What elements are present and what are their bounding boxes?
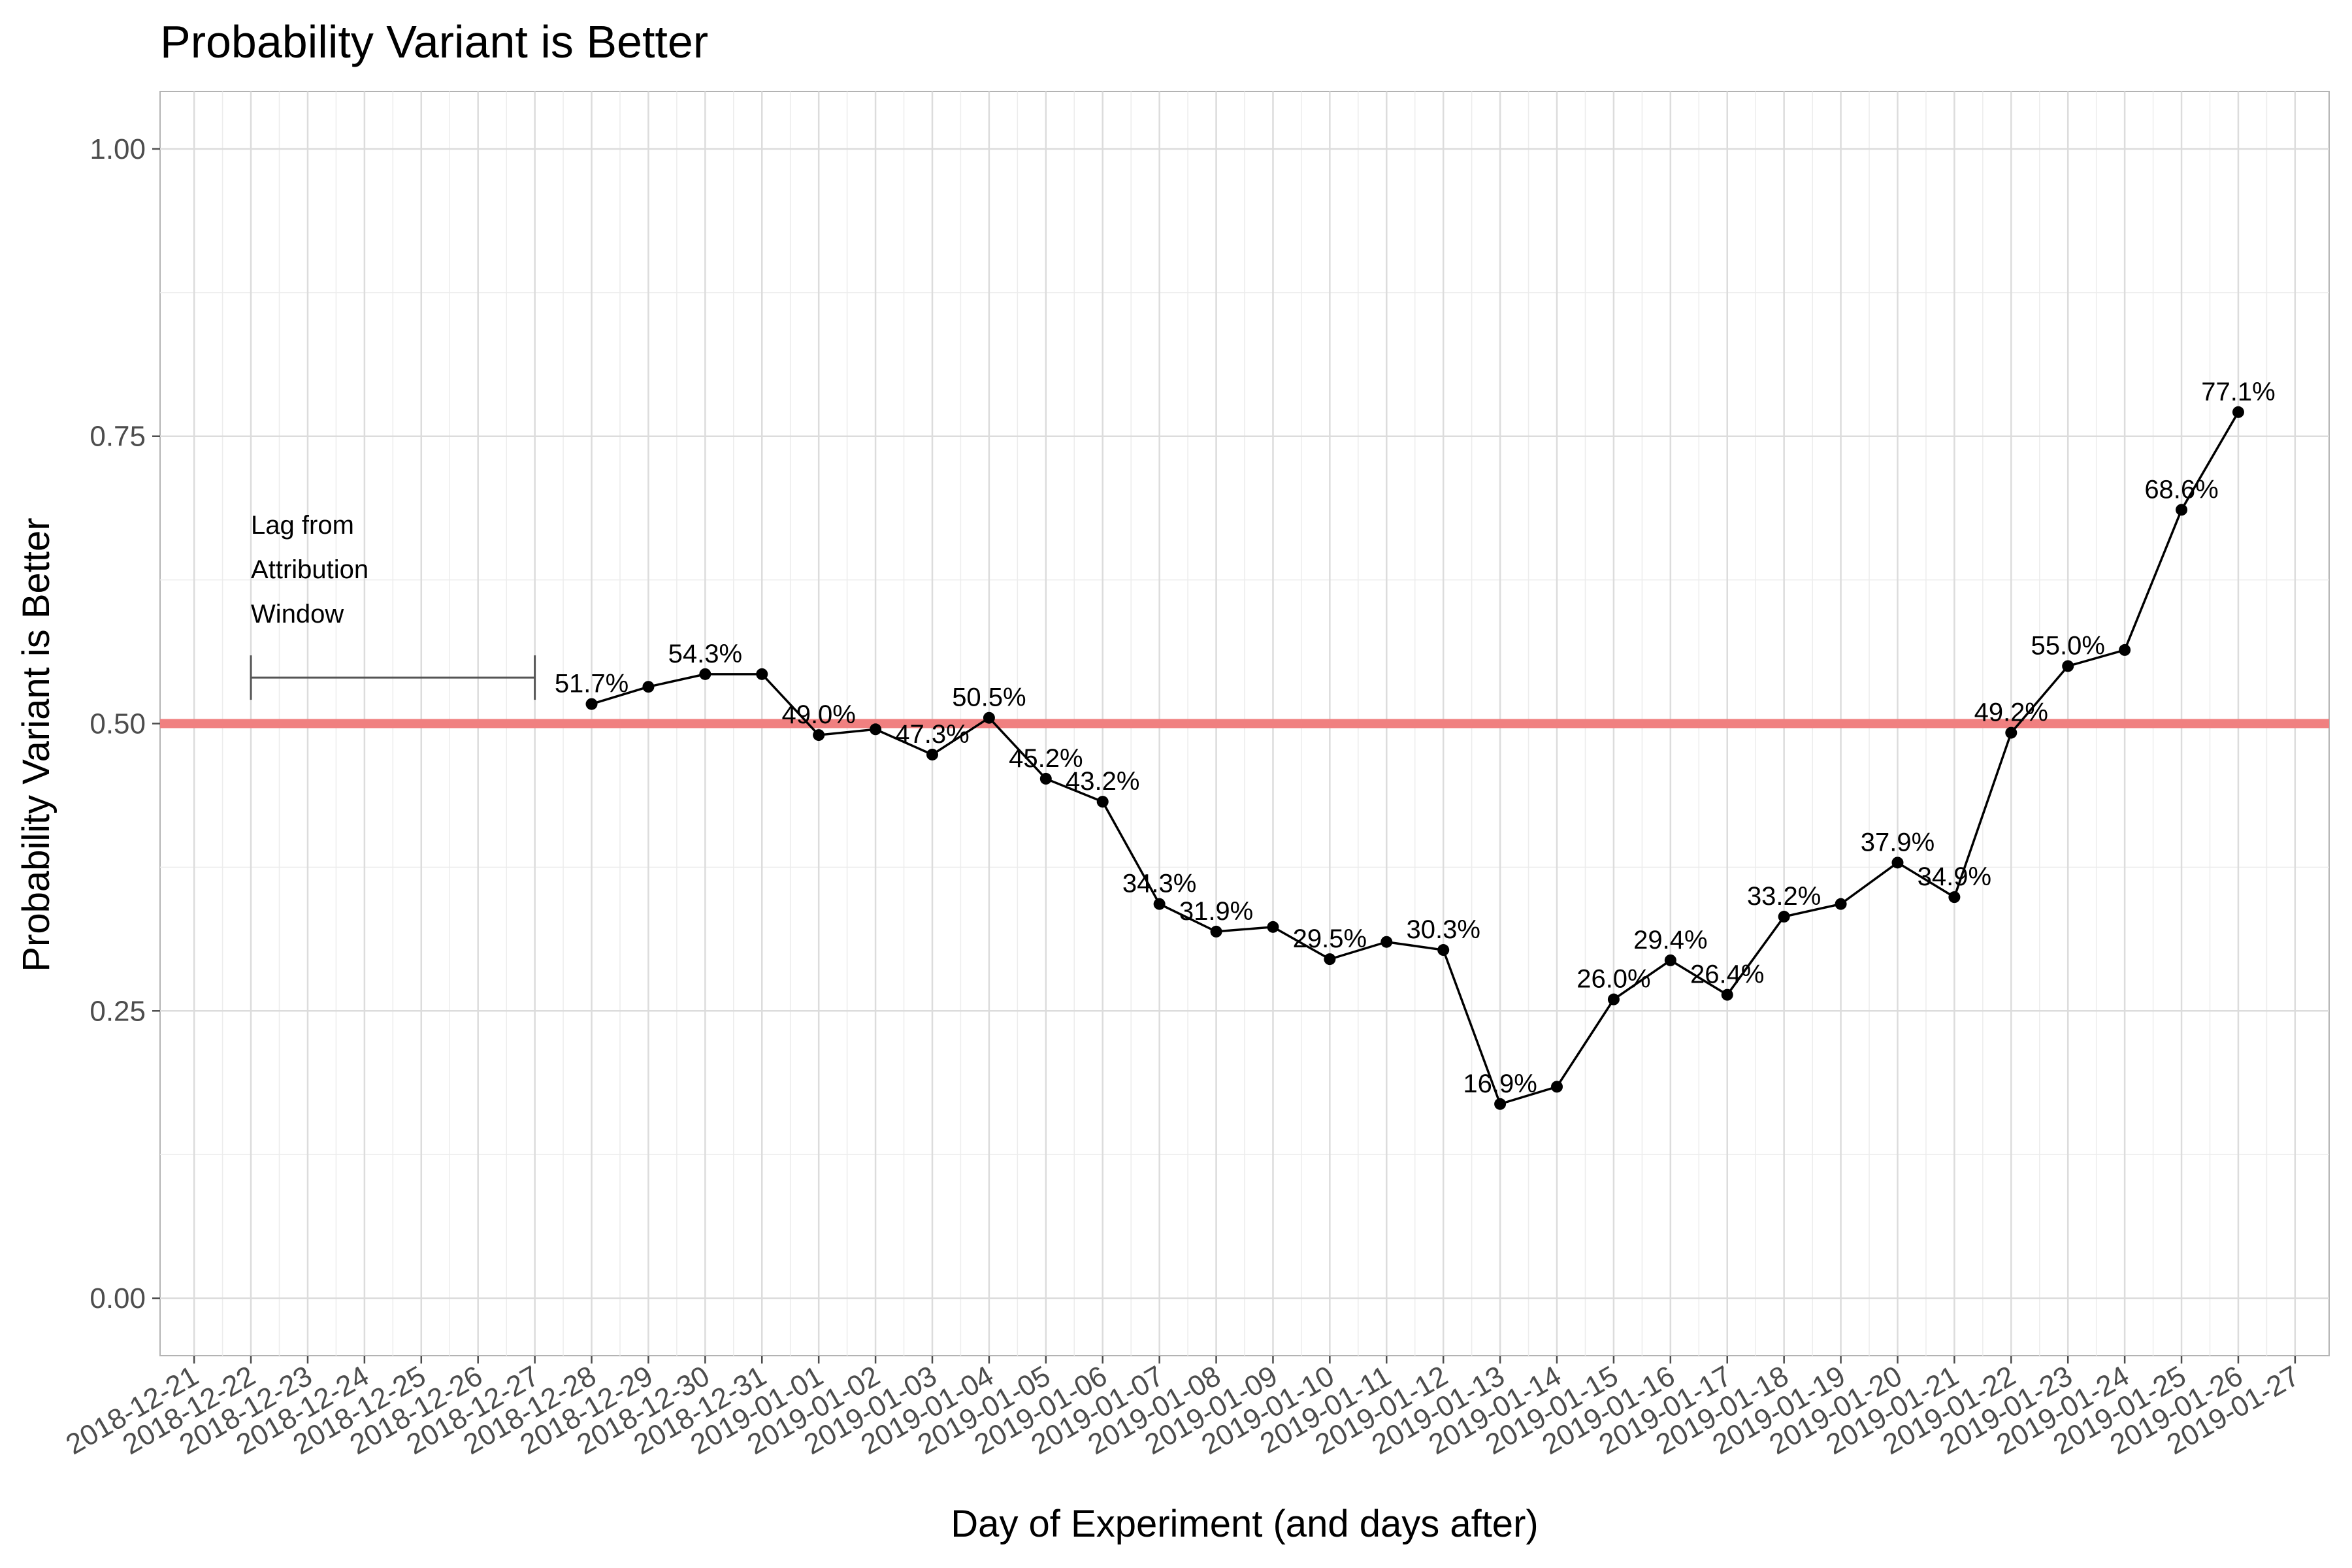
- annotation-text: Window: [251, 600, 344, 629]
- data-point: [2232, 406, 2244, 418]
- data-point: [1607, 993, 1620, 1005]
- data-point: [585, 698, 598, 710]
- data-label: 29.4%: [1633, 926, 1707, 955]
- data-label: 37.9%: [1861, 828, 1935, 857]
- data-point: [1835, 898, 1847, 910]
- data-label: 31.9%: [1179, 897, 1253, 926]
- x-axis-ticks: 2018-12-212018-12-222018-12-232018-12-24…: [61, 1356, 2305, 1461]
- data-label: 26.4%: [1690, 960, 1764, 989]
- data-labels: 51.7% 54.3% 49.0% 47.3% 50.5% 45.2%43.2% 34.3%…: [555, 378, 2276, 1098]
- data-point: [2062, 660, 2074, 672]
- data-point: [1437, 944, 1450, 956]
- y-axis-title: Probability Variant is Better: [15, 517, 57, 972]
- y-tick-label: 0.00: [90, 1282, 146, 1315]
- data-label: 77.1%: [2201, 378, 2275, 406]
- data-label: 34.3%: [1122, 870, 1196, 898]
- data-label: 51.7%: [555, 670, 629, 698]
- data-label: 29.5%: [1293, 924, 1367, 953]
- data-label: 49.2%: [1974, 698, 2048, 727]
- data-point: [1891, 857, 1904, 869]
- data-point: [1948, 891, 1961, 904]
- annotation-text: Attribution: [251, 555, 368, 584]
- data-point: [642, 681, 655, 693]
- data-label: 47.3%: [895, 720, 969, 749]
- data-point: [926, 748, 938, 760]
- data-label: 26.0%: [1576, 965, 1650, 994]
- lag-annotation: Lag from Attribution Window: [250, 511, 536, 700]
- data-point: [1664, 954, 1676, 966]
- data-point: [983, 711, 995, 724]
- data-point: [2119, 644, 2131, 656]
- data-label: 30.3%: [1406, 915, 1480, 944]
- data-point: [1039, 772, 1052, 785]
- data-point: [2005, 727, 2017, 739]
- data-label: 34.9%: [1918, 862, 1991, 891]
- series-line: [591, 411, 2240, 1105]
- annotation-text: Lag from: [251, 511, 354, 540]
- data-point: [1494, 1098, 1507, 1110]
- y-tick-label: 0.75: [90, 421, 146, 453]
- data-point: [813, 729, 825, 742]
- data-point: [870, 723, 882, 736]
- data-label: 16.9%: [1463, 1070, 1537, 1098]
- data-point: [756, 668, 768, 680]
- data-label: 33.2%: [1747, 882, 1821, 911]
- data-label: 50.5%: [952, 683, 1026, 712]
- data-point: [1267, 921, 1279, 933]
- y-tick-label: 0.25: [90, 995, 146, 1027]
- data-label: 68.6%: [2144, 475, 2218, 504]
- data-point: [1324, 953, 1336, 966]
- data-label: 43.2%: [1066, 767, 1139, 796]
- data-label: 45.2%: [1009, 744, 1083, 773]
- y-tick-label: 1.00: [90, 133, 146, 165]
- data-label: 54.3%: [668, 640, 742, 668]
- chart-title: Probability Variant is Better: [160, 16, 708, 67]
- data-point: [2176, 504, 2188, 516]
- data-point: [1380, 936, 1393, 948]
- data-point: [1721, 988, 1733, 1001]
- y-tick-label: 0.50: [90, 708, 146, 740]
- x-axis-title: Day of Experiment (and days after): [951, 1503, 1538, 1545]
- y-axis-ticks: 0.00 0.25 0.50 0.75 1.00: [90, 133, 160, 1315]
- data-label: 49.0%: [781, 700, 855, 729]
- data-point: [1778, 911, 1790, 923]
- data-point: [1551, 1081, 1563, 1093]
- data-point: [1153, 898, 1166, 910]
- data-point: [1210, 925, 1222, 938]
- data-point: [1096, 796, 1109, 808]
- data-point: [699, 668, 711, 680]
- data-label: 55.0%: [2031, 632, 2104, 661]
- series-group: [585, 406, 2244, 1110]
